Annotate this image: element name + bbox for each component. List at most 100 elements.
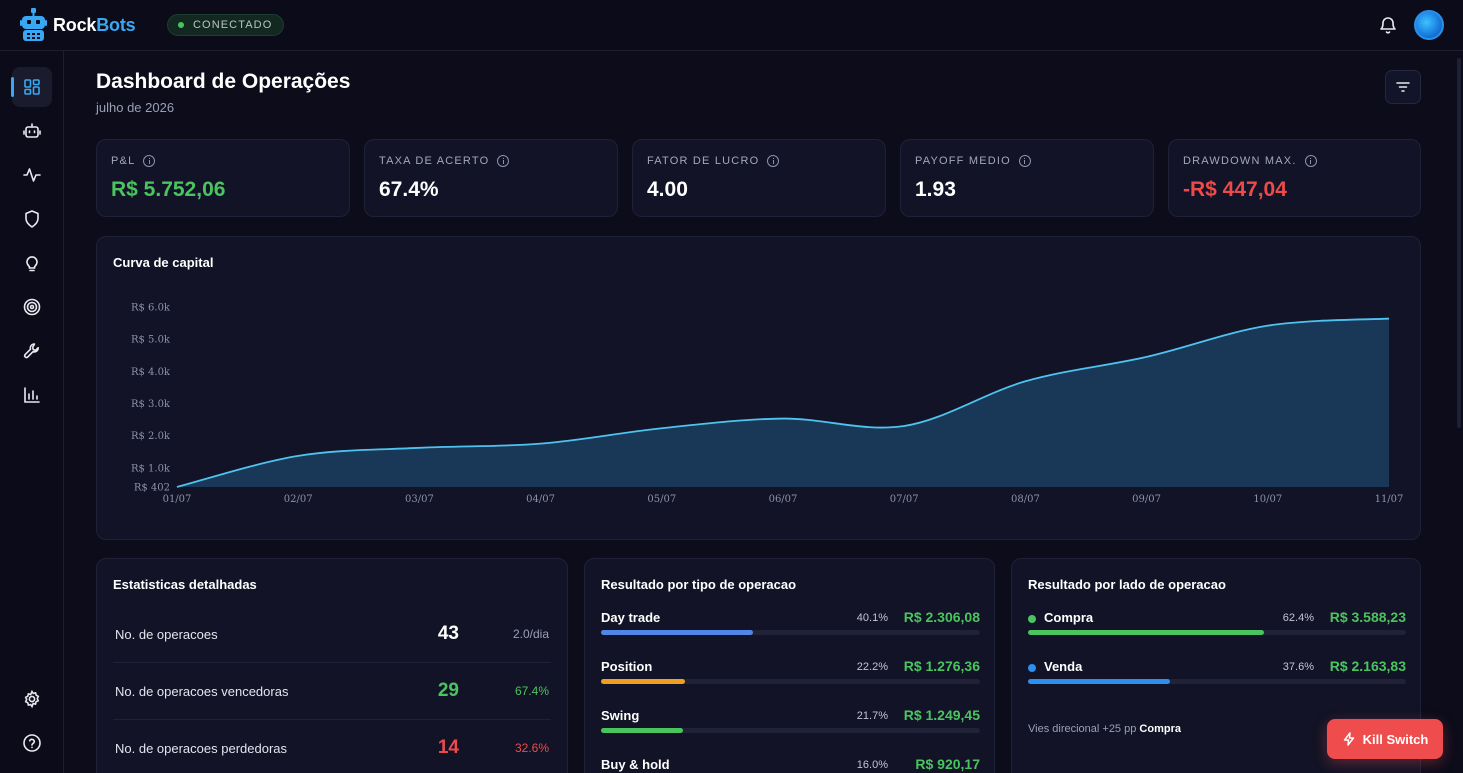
kpi-card-pnl: P&L R$ 5.752,06 [96,139,350,217]
sidebar [0,51,64,773]
side-progress-track [1028,679,1406,684]
filter-button[interactable] [1385,70,1421,104]
page-subtitle: julho de 2026 [96,100,175,115]
type-value: R$ 2.306,08 [903,609,980,625]
y-tick-label: R$ 5.0k [131,335,171,346]
stat-sub: 32.6% [514,741,549,755]
kill-switch-label: Kill Switch [1362,731,1429,747]
stat-value: 14 [437,737,459,758]
y-tick-label: R$ 4.0k [131,367,171,378]
equity-line [176,317,1390,488]
info-icon[interactable] [143,155,156,167]
equity-chart[interactable]: R$ 402 R$ 1.0k R$ 2.0k R$ 3.0k R$ 4.0k R$ 5.0… [97,237,1422,541]
robot-icon [23,123,41,138]
side-row: Compra 62.4% R$ 3.588,23 [1028,609,1406,650]
scrollbar[interactable] [1457,58,1461,428]
x-tick-label: 08/07 [1011,494,1040,505]
kpi-value: 1.93 [915,178,956,201]
type-progress-track [601,679,980,684]
info-icon[interactable] [1304,155,1317,167]
divider [113,662,551,663]
kpi-card-drawdown: DRAWDOWN MAX. -R$ 447,04 [1168,139,1421,217]
bell-icon[interactable] [1379,15,1397,35]
kpi-card-payoff: PAYOFF MEDIO 1.93 [900,139,1154,217]
type-pct: 16.0% [856,759,888,771]
stat-label: No. de operacoes vencedoras [115,684,289,699]
side-progress-fill [1028,630,1264,635]
info-icon[interactable] [1018,155,1031,167]
lightbulb-icon [26,256,38,272]
info-icon[interactable] [497,155,510,167]
kpi-value: -R$ 447,04 [1183,178,1287,201]
pulse-icon [23,168,41,182]
equity-curve-card: Curva de capital R$ 402 R$ 1.0k R$ 2.0k R$ … [96,236,1421,540]
x-tick-label: 10/07 [1253,494,1282,505]
type-value: R$ 920,17 [915,756,980,772]
side-dot-icon [1028,664,1036,672]
stat-value: 29 [437,680,459,701]
top-bar: RockBots CONECTADO [0,0,1463,51]
by-type-title: Resultado por tipo de operacao [601,577,797,592]
sidebar-item-help[interactable] [12,723,52,763]
status-label: CONECTADO [193,19,273,31]
x-tick-label: 07/07 [890,494,919,505]
type-progress-track [601,728,980,733]
robot-logo-icon [20,8,47,41]
x-tick-label: 01/07 [163,494,192,505]
sidebar-item-reports[interactable] [12,375,52,415]
chart-title: Curva de capital [113,255,214,270]
stat-sub: 67.4% [514,684,549,698]
sidebar-item-tools[interactable] [12,331,52,371]
x-tick-label: 06/07 [769,494,798,505]
side-dot-icon [1028,615,1036,623]
sidebar-item-risk[interactable] [12,199,52,239]
type-label: Buy & hold [601,757,670,772]
type-pct: 22.2% [856,661,888,673]
brand-logo[interactable]: RockBots [20,8,136,42]
sidebar-item-ideas[interactable] [12,243,52,283]
stats-card: Estatisticas detalhadas No. de operacoes… [96,558,568,773]
side-row: Venda 37.6% R$ 2.163,83 [1028,658,1406,699]
brand-name: RockBots [53,14,136,35]
stat-label: No. de operacoes perdedoras [115,741,288,756]
type-progress-fill [601,728,684,733]
side-pct: 37.6% [1282,661,1314,673]
type-row: Position 22.2% R$ 1.276,36 [601,658,980,699]
kpi-card-profit-factor: FATOR DE LUCRO 4.00 [632,139,886,217]
side-label: Venda [1044,659,1083,674]
stat-label: No. de operacoes [115,627,218,642]
page-title: Dashboard de Operações [96,70,351,93]
target-icon [23,298,41,316]
x-tick-label: 04/07 [526,494,555,505]
type-label: Position [601,659,653,674]
kpi-label: TAXA DE ACERTO [379,155,490,167]
kpi-label: PAYOFF MEDIO [915,155,1011,167]
x-tick-label: 11/07 [1375,494,1404,505]
kpi-card-win-rate: TAXA DE ACERTO 67.4% [364,139,618,217]
x-tick-label: 03/07 [405,494,434,505]
side-pct: 62.4% [1282,612,1314,624]
type-row: Swing 21.7% R$ 1.249,45 [601,707,980,748]
kpi-label: P&L [111,155,136,167]
by-side-title: Resultado por lado de operacao [1028,577,1226,592]
help-icon [23,734,41,752]
type-row: Day trade 40.1% R$ 2.306,08 [601,609,980,650]
type-value: R$ 1.276,36 [903,658,980,674]
sidebar-item-dashboard[interactable] [11,67,52,107]
equity-area [177,318,1389,487]
grid-icon [24,79,40,95]
sidebar-item-settings[interactable] [12,679,52,719]
kill-switch-button[interactable]: Kill Switch [1327,719,1443,759]
kpi-value: R$ 5.752,06 [111,178,226,201]
y-tick-label: R$ 2.0k [131,431,171,442]
sidebar-item-bots[interactable] [12,111,52,151]
avatar[interactable] [1414,10,1444,40]
side-label: Compra [1044,610,1094,625]
y-tick-label: R$ 402 [134,483,170,494]
y-tick-label: R$ 3.0k [131,399,171,410]
sidebar-item-activity[interactable] [12,155,52,195]
sidebar-item-targets[interactable] [12,287,52,327]
x-tick-label: 02/07 [284,494,313,505]
info-icon[interactable] [767,155,780,167]
by-type-card: Resultado por tipo de operacao Day trade… [584,558,995,773]
